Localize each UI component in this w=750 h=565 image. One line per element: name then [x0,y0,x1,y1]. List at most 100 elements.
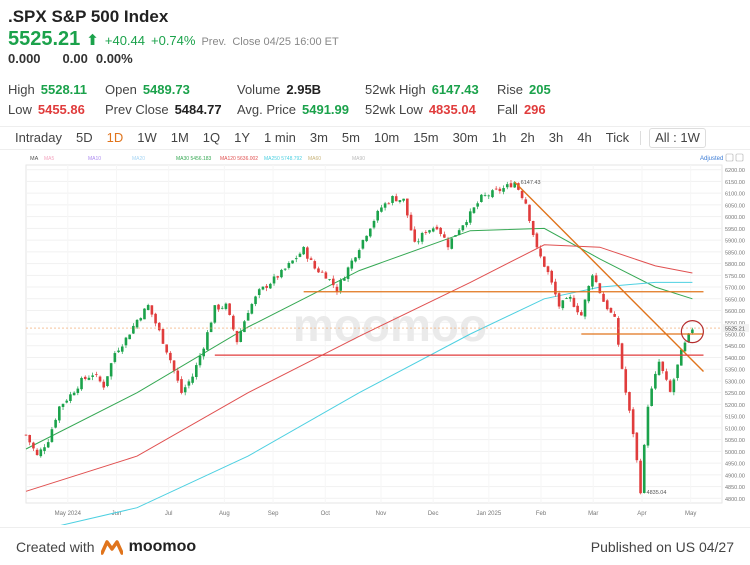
after-value: 0.000 [8,51,41,66]
candle-body [154,313,157,324]
settings-icon [725,153,734,162]
footer: Created with moomoo Published on US 04/2… [0,527,750,565]
candle-body [169,352,172,361]
candle-body [257,289,261,296]
tab-10m[interactable]: 10m [373,130,400,145]
candle-body [491,190,494,198]
x-tick-label: Sep [268,511,279,517]
candle-body [161,328,165,344]
x-tick-label: May [685,511,696,517]
quote-header: .SPX S&P 500 Index 5525.21 ⬆ +40.44 +0.7… [8,6,742,68]
candle-body [372,221,376,228]
candle-body [39,449,43,457]
stat-high: High 5528.11 [8,82,88,97]
tab-tick[interactable]: Tick [605,130,630,145]
x-tick-label: Jan 2025 [476,511,501,517]
low-annotation: 4835.04 [647,490,667,496]
candle-body [254,296,257,305]
tab-30m[interactable]: 30m [452,130,478,145]
candle-body [465,222,468,226]
candle-body [624,369,628,393]
candle-body [250,304,254,314]
y-tick-label: 5450.00 [725,344,745,350]
candle-body [224,303,228,309]
candle-body [602,293,605,302]
candle-body [520,190,524,199]
tab-1d[interactable]: 1D [106,130,124,145]
tab-1m[interactable]: 1M [170,130,189,145]
candle-body [676,364,679,379]
tab-15m[interactable]: 15m [413,130,439,145]
published-date: Published on US 04/27 [590,538,734,555]
candle-body [324,272,328,279]
tab-1min[interactable]: 1 min [264,130,296,145]
candle-body [298,253,302,257]
stat-52wk-low: 52wk Low 4835.04 [365,102,476,117]
candle-body [531,220,535,235]
x-tick-label: Apr [637,511,646,517]
timeframe-tabs: Intraday 5D 1D 1W 1M 1Q 1Y 1 min 3m 5m 1… [0,126,750,150]
candle-body [106,376,109,387]
tab-2h[interactable]: 2h [520,130,535,145]
y-tick-label: 4850.00 [725,485,745,491]
y-tick-label: 5100.00 [725,426,745,432]
footer-brand: Created with moomoo [16,538,196,556]
y-tick-label: 6000.00 [725,215,745,221]
candle-body [402,198,405,201]
candle-body [483,195,487,196]
candle-body [450,238,454,249]
candle-body [642,444,646,493]
stat-52wk-high: 52wk High 6147.43 [365,82,479,97]
chart-canvas[interactable]: 4800.00 4850.00 4900.00 4950.00 5000.00 5050.… [0,151,750,525]
candle-body [494,188,498,190]
candle-body [239,331,243,342]
stat-volume: Volume 2.95B [237,82,322,97]
tab-4h[interactable]: 4h [577,130,592,145]
candle-body [350,260,354,269]
after-change: 0.00 [62,51,88,66]
candle-body [539,248,542,257]
tab-intraday[interactable]: Intraday [15,130,62,145]
price-chart[interactable]: 4800.00 4850.00 4900.00 4950.00 5000.00 5050.… [0,151,750,525]
candle-body [172,360,176,371]
candle-body [357,250,361,259]
tab-1w[interactable]: 1W [137,130,157,145]
tab-1h[interactable]: 1h [491,130,507,145]
interval-dropdown[interactable]: All : 1W [649,128,706,148]
candle-body [180,379,183,393]
tab-3m[interactable]: 3m [309,130,328,145]
y-tick-label: 4950.00 [725,462,745,468]
candle-body [87,377,91,380]
candle-body [120,346,124,352]
candle-body [91,375,94,377]
candle-body [424,232,428,233]
tab-5m[interactable]: 5m [341,130,360,145]
y-tick-label: 6150.00 [725,180,745,186]
x-tick-label: Jul [165,511,173,517]
candle-body [406,198,409,216]
candle-body [165,344,168,353]
x-tick-label: Feb [536,511,547,517]
fullscreen-icon [735,153,744,162]
x-tick-label: Oct [321,511,331,517]
tab-1y[interactable]: 1Y [234,130,251,145]
candle-body [420,233,424,242]
x-tick-label: Dec [428,511,439,517]
last-price: 5525.21 [8,28,81,50]
tab-3h[interactable]: 3h [548,130,564,145]
candle-body [276,276,280,278]
candle-body [605,300,609,310]
candle-body [672,379,676,393]
candle-body [668,380,672,392]
candle-body [661,361,665,371]
candle-body [246,312,250,321]
y-tick-label: 5750.00 [725,274,745,280]
candle-body [265,285,268,288]
tab-1q[interactable]: 1Q [202,130,221,145]
candle-body [439,227,442,234]
candle-body [557,293,561,307]
candle-body [291,260,294,264]
high-annotation: 6147.43 [521,180,541,186]
tab-5d[interactable]: 5D [75,130,93,145]
candle-body [509,183,513,188]
